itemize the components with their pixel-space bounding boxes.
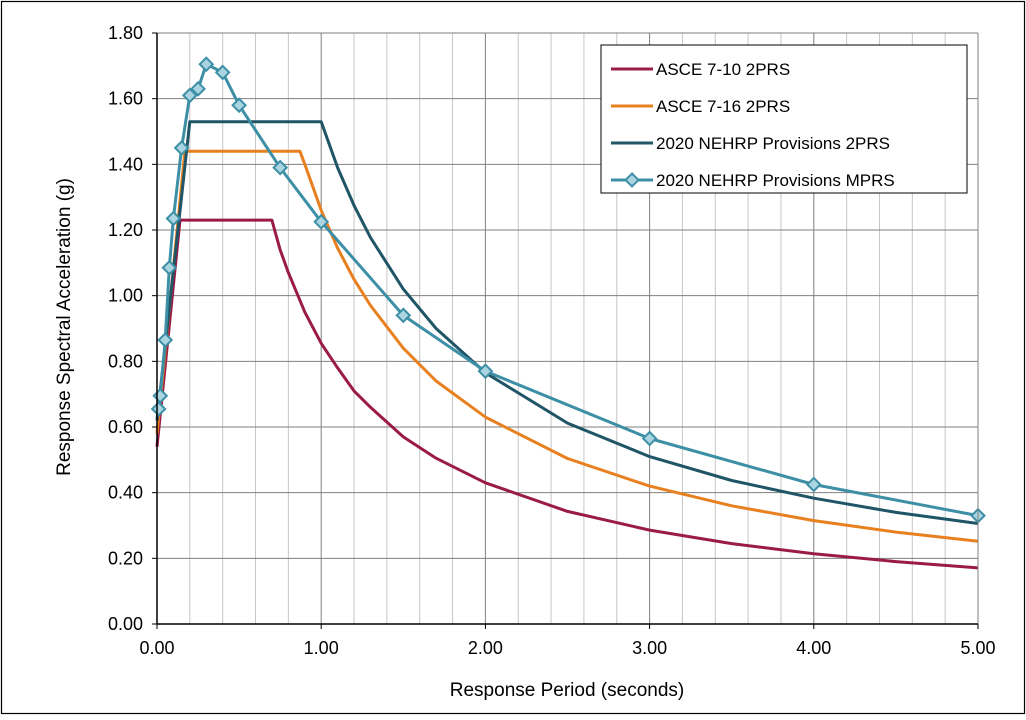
data-point-marker <box>272 159 289 176</box>
data-point-marker <box>805 476 822 493</box>
data-point-marker <box>198 56 215 73</box>
data-point-marker <box>150 401 167 417</box>
series-line-1 <box>155 218 979 570</box>
legend-label: 2020 NEHRP Provisions 2PRS <box>656 134 890 153</box>
legend-marker <box>624 172 640 188</box>
data-point-marker <box>231 97 248 114</box>
x-tick-label: 5.00 <box>960 638 995 658</box>
series-lines <box>150 56 986 570</box>
legend-label: ASCE 7-10 2PRS <box>656 60 790 79</box>
legend-label: 2020 NEHRP Provisions MPRS <box>656 171 895 190</box>
y-axis-title: Response Spectral Acceleration (g) <box>54 178 75 476</box>
axes <box>152 32 979 629</box>
data-point-marker <box>190 80 206 97</box>
tick-labels: 0.00 1.00 2.00 3.00 4.00 5.00 0.00 0.20 0.40 0.60… <box>108 23 996 658</box>
data-point-marker <box>173 140 190 156</box>
legend-box <box>600 44 968 194</box>
series-line-4 <box>157 62 979 518</box>
data-point-marker <box>313 213 330 230</box>
y-tick-label: 1.20 <box>108 220 143 240</box>
data-point-marker <box>161 259 178 276</box>
legend-label: ASCE 7-16 2PRS <box>656 97 790 116</box>
y-tick-label: 1.00 <box>108 286 143 306</box>
x-tick-label: 0.00 <box>139 638 174 658</box>
legend: ASCE 7-10 2PRS ASCE 7-16 2PRS 2020 NEHRP P… <box>600 44 968 194</box>
data-point-marker <box>165 210 182 227</box>
y-tick-label: 0.20 <box>108 548 143 568</box>
y-tick-label: 0.80 <box>108 351 143 371</box>
y-tick-label: 1.80 <box>108 23 143 43</box>
data-point-marker <box>641 430 658 447</box>
x-tick-label: 3.00 <box>632 638 667 658</box>
x-axis-title: Response Period (seconds) <box>450 680 684 701</box>
y-tick-label: 0.00 <box>108 614 143 634</box>
data-point-marker <box>181 87 198 104</box>
x-tick-label: 1.00 <box>304 638 339 658</box>
y-tick-label: 1.60 <box>108 89 143 109</box>
x-tick-label: 4.00 <box>796 638 831 658</box>
data-point-marker <box>157 332 174 348</box>
y-tick-label: 0.60 <box>108 417 143 437</box>
data-point-marker <box>214 64 231 81</box>
x-tick-label: 2.00 <box>468 638 503 658</box>
y-tick-label: 1.40 <box>108 154 143 174</box>
y-tick-label: 0.40 <box>108 483 143 503</box>
series-line-2 <box>155 149 979 543</box>
data-point-marker <box>477 363 494 380</box>
data-point-marker <box>395 307 412 324</box>
